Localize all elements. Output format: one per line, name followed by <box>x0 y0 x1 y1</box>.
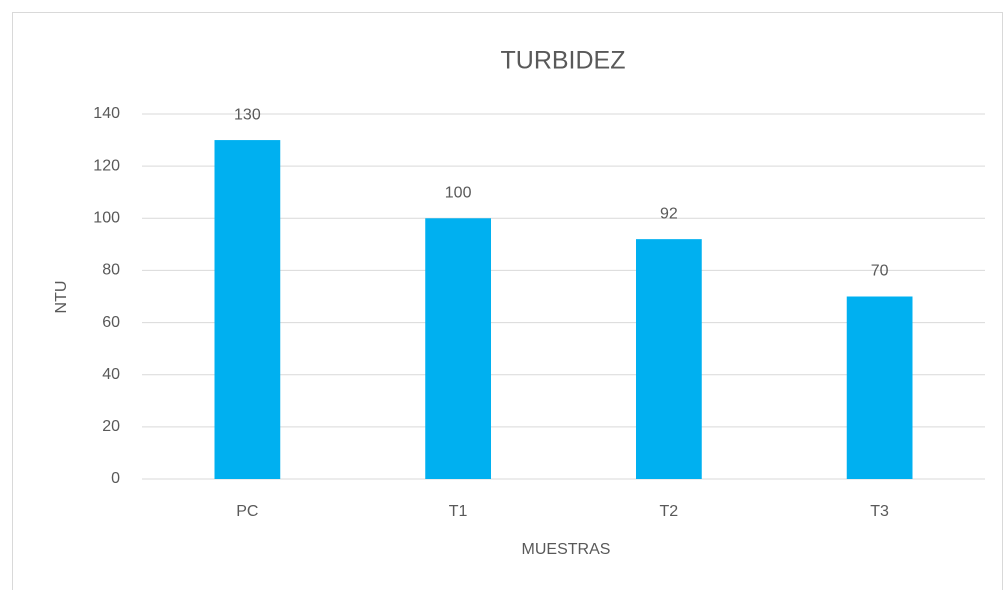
bar <box>846 296 913 479</box>
x-tick-label: T2 <box>660 503 679 520</box>
bar <box>635 239 702 479</box>
bar <box>214 140 281 480</box>
x-axis-label: MUESTRAS <box>522 541 611 558</box>
y-tick-label: 60 <box>102 314 120 331</box>
bar <box>425 218 492 480</box>
data-label: 100 <box>445 185 472 202</box>
x-tick-label: T3 <box>870 503 889 520</box>
y-tick-label: 120 <box>93 157 120 174</box>
data-label: 70 <box>871 263 889 280</box>
x-tick-label: PC <box>236 503 258 520</box>
chart-border <box>12 12 1003 590</box>
y-axis-label: NTU <box>53 281 70 314</box>
data-label: 130 <box>234 106 261 123</box>
y-tick-label: 0 <box>111 470 120 487</box>
data-label: 92 <box>660 205 678 222</box>
y-tick-label: 80 <box>102 262 120 279</box>
y-tick-label: 100 <box>93 210 120 227</box>
chart-title: TURBIDEZ <box>501 47 626 75</box>
y-tick-label: 140 <box>93 105 120 122</box>
x-tick-label: T1 <box>449 503 468 520</box>
y-tick-label: 40 <box>102 366 120 383</box>
y-tick-label: 20 <box>102 418 120 435</box>
